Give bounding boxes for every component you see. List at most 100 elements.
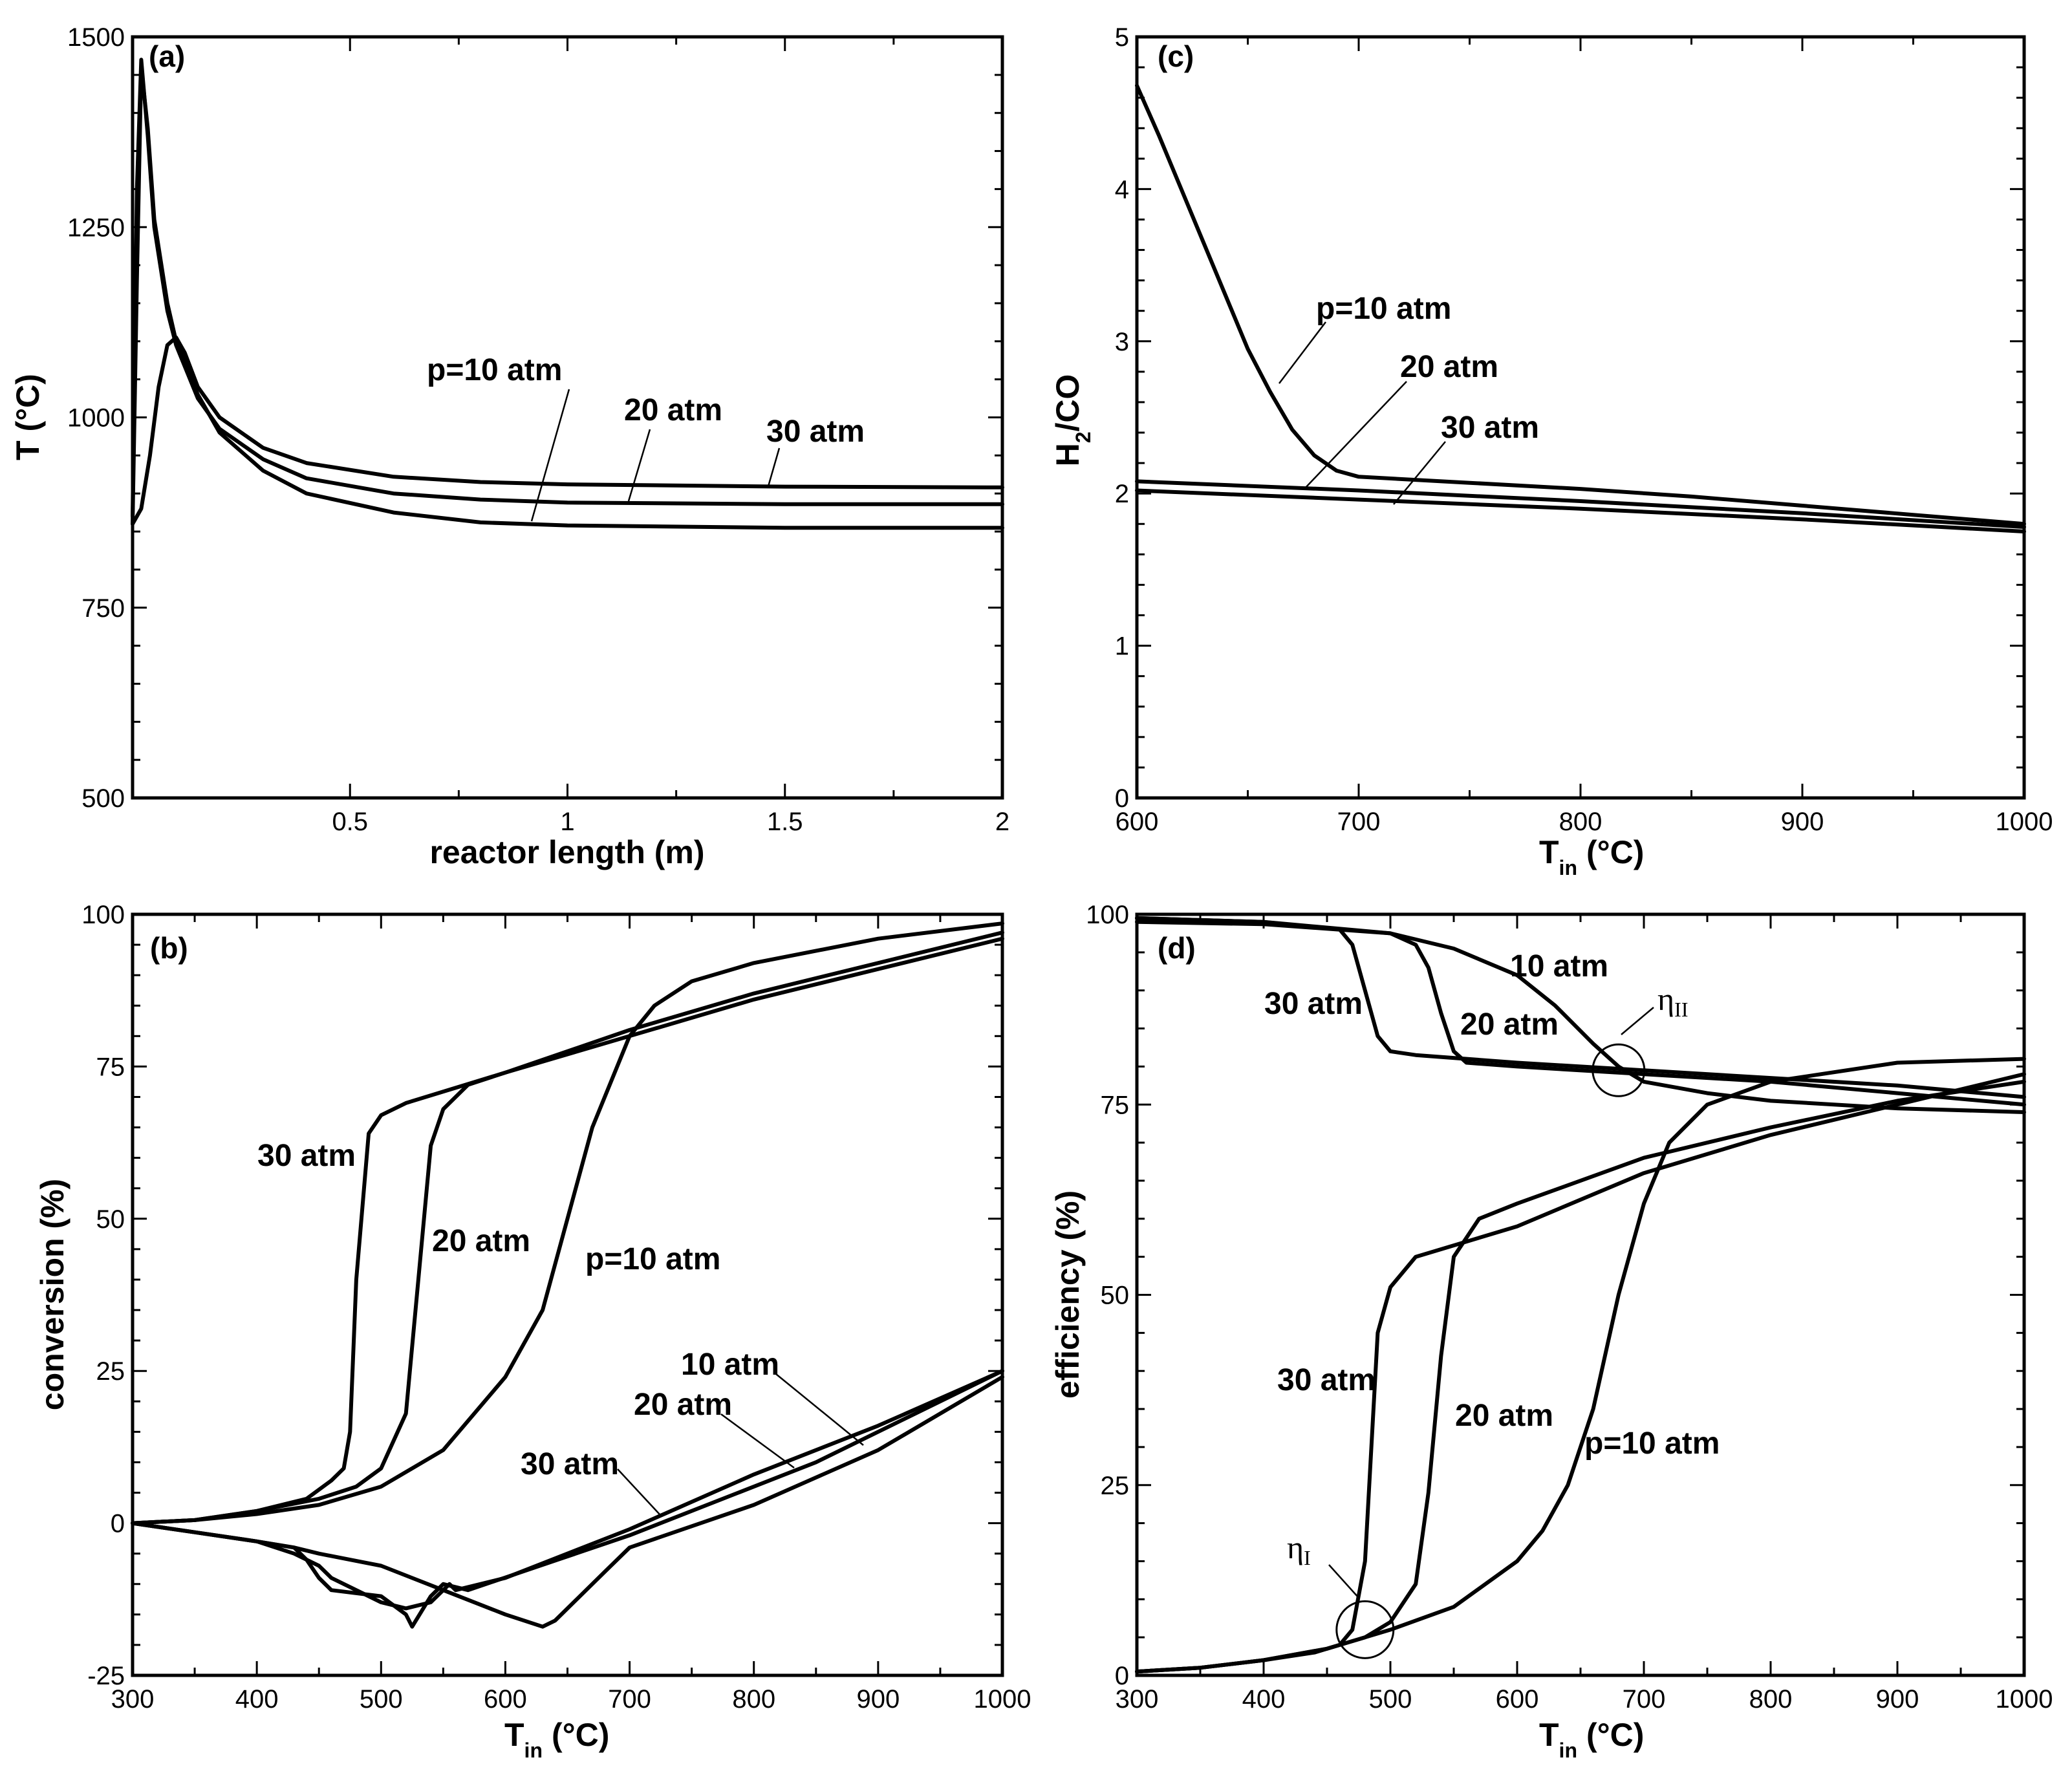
panel-b-y-tick-label: 50	[96, 1205, 125, 1234]
panel-c-y-axis-title: H2/CO	[1050, 374, 1095, 467]
eta-ii-label: ηII	[1657, 981, 1688, 1021]
panel-c-x-tick-label: 1000	[1996, 808, 2053, 836]
panel-a-leader-30atm	[767, 447, 781, 487]
panel-d-x-tick-label: 500	[1369, 1685, 1412, 1714]
panel-b-y-tick-label: 0	[111, 1510, 125, 1538]
panel-d-series-5-line	[1135, 1057, 2026, 1674]
panel-a-curves	[131, 58, 1004, 530]
panel-b-label: (b)	[150, 931, 188, 965]
panel-c-y-tick-label: 4	[1115, 175, 1129, 204]
panel-b-x-tick-label: 700	[608, 1685, 651, 1714]
eta-i-leader	[1328, 1564, 1359, 1598]
panel-a-ticks: 0.5 1 1.5 2 500 750 1000 1250 1500	[67, 23, 1009, 836]
panel-b-conversion: 300 400 500 600 700 800 900 1000 -25 0 25 50 75 100 (…	[34, 901, 1031, 1762]
panel-c-y-tick-label: 0	[1115, 784, 1129, 813]
panel-b-x-tick-label: 600	[484, 1685, 527, 1714]
eta-i-marker-circle	[1335, 1600, 1395, 1659]
panel-b-y-tick-label: 75	[96, 1053, 125, 1081]
panel-b-x-axis-title-main: T	[504, 1717, 524, 1753]
panel-b-annotation-30atm-lower: 30 atm	[521, 1447, 619, 1481]
panel-d-series-2-line	[1135, 916, 2026, 1099]
panel-d-label: (d)	[1158, 931, 1196, 965]
panel-a-annotation-30atm: 30 atm	[766, 414, 865, 449]
panel-a-leader-20atm	[627, 429, 651, 502]
panel-d-x-tick-label: 700	[1623, 1685, 1666, 1714]
panel-d-y-axis-title: efficiency (%)	[1050, 1190, 1086, 1399]
eta-i-symbol: η	[1287, 1529, 1304, 1565]
panel-a-x-tick-label: 0.5	[332, 808, 368, 836]
panel-b-leader-10atm-lower	[775, 1373, 864, 1446]
panel-b-x-axis-title-unit: (°C)	[552, 1717, 609, 1753]
panel-c-label: (c)	[1158, 39, 1194, 73]
eta-ii-leader	[1621, 1007, 1654, 1035]
panel-c-x-axis-title-sub: in	[1559, 856, 1577, 879]
panel-a-annotation-10atm: p=10 atm	[427, 353, 562, 387]
panel-d-x-axis-title-main: T	[1539, 1717, 1559, 1753]
panel-b-x-axis-title-sub: in	[524, 1739, 543, 1762]
panel-b-leader-20atm-lower	[720, 1413, 795, 1469]
panel-c-annotation-20atm: 20 atm	[1400, 350, 1498, 384]
panel-a-label: (a)	[149, 39, 185, 73]
panel-b-series-3-line	[131, 1369, 1004, 1611]
panel-d-y-tick-label: 25	[1101, 1472, 1130, 1500]
panel-c-ticks: 600 700 800 900 1000 0 1 2 3 4 5	[1115, 23, 2053, 836]
panel-c-y-tick-label: 1	[1115, 632, 1129, 661]
panel-b-series-5-line	[131, 1375, 1004, 1629]
panel-a-x-tick-label: 1.5	[767, 808, 803, 836]
panel-c-leader-10atm	[1279, 321, 1326, 384]
panel-c-y-tick-label: 3	[1115, 328, 1129, 356]
panel-c-y-axis-title-sub: 2	[1072, 432, 1095, 444]
panel-c-series-1-line	[1135, 479, 2026, 529]
panel-b-curves	[131, 921, 1004, 1629]
panel-a-x-axis-title: reactor length (m)	[429, 834, 704, 870]
panel-c-x-axis-title-unit: (°C)	[1586, 834, 1644, 870]
panel-d-x-axis-title-sub: in	[1559, 1739, 1577, 1762]
panel-b-annotation-10atm-upper: p=10 atm	[585, 1242, 720, 1276]
panel-c-leader-30atm	[1393, 441, 1446, 505]
panel-b-x-tick-label: 300	[111, 1685, 155, 1714]
panel-d-annotation-20atm-eta2: 20 atm	[1460, 1007, 1559, 1042]
panel-a-y-tick-label: 1000	[67, 404, 125, 433]
panel-c-y-tick-label: 2	[1115, 480, 1129, 508]
panel-d-y-tick-label: 75	[1101, 1091, 1130, 1119]
panel-b-annotation-30atm-upper: 30 atm	[257, 1139, 356, 1173]
panel-c-leader-20atm	[1304, 381, 1407, 489]
panel-c-y-tick-label: 5	[1115, 23, 1129, 52]
panel-a-series-1-line	[131, 58, 1004, 519]
panel-d-annotation-10atm-eta2: 10 atm	[1510, 949, 1608, 983]
panel-c-annotation-10atm: p=10 atm	[1316, 292, 1451, 326]
panel-b-annotation-20atm-upper: 20 atm	[432, 1224, 530, 1258]
eta-ii-symbol: η	[1657, 981, 1674, 1017]
panel-d-x-tick-label: 900	[1876, 1685, 1919, 1714]
panel-b-x-tick-label: 500	[360, 1685, 403, 1714]
panel-c-x-axis-title: Tin (°C)	[1539, 834, 1644, 879]
panel-a-leader-10atm	[530, 389, 570, 522]
panel-d-x-tick-label: 300	[1116, 1685, 1159, 1714]
panel-c-x-tick-label: 700	[1337, 808, 1381, 836]
panel-a-y-tick-label: 500	[81, 784, 125, 813]
panel-b-x-tick-label: 800	[732, 1685, 775, 1714]
eta-i-subscript: I	[1304, 1546, 1311, 1569]
panel-d-x-axis-title-unit: (°C)	[1586, 1717, 1644, 1753]
panel-a-y-tick-label: 1250	[67, 213, 125, 242]
panel-c-x-axis-title-main: T	[1539, 834, 1559, 870]
eta-i-label: ηI	[1287, 1529, 1311, 1569]
panel-a-series-2-line	[131, 335, 1004, 526]
panel-d-x-tick-label: 600	[1496, 1685, 1539, 1714]
panel-b-y-tick-label: 25	[96, 1357, 125, 1386]
panel-d-x-tick-label: 1000	[1996, 1685, 2053, 1714]
panel-c-curves	[1135, 83, 2026, 533]
panel-a-x-tick-label: 2	[995, 808, 1009, 836]
panel-c-x-tick-label: 600	[1116, 808, 1159, 836]
panel-c-y-axis-title-rest: /CO	[1050, 374, 1086, 432]
panel-b-y-tick-label: -25	[87, 1662, 125, 1690]
panel-c-series-2-line	[1135, 488, 2026, 533]
panel-b-annotation-20atm-lower: 20 atm	[634, 1388, 732, 1422]
panel-d-y-tick-label: 50	[1101, 1282, 1130, 1310]
panel-b-x-tick-label: 1000	[974, 1685, 1031, 1714]
panel-b-series-2-line	[131, 921, 1004, 1525]
panel-d-ticks: 300 400 500 600 700 800 900 1000 0 25 50 75 100	[1086, 901, 2053, 1714]
